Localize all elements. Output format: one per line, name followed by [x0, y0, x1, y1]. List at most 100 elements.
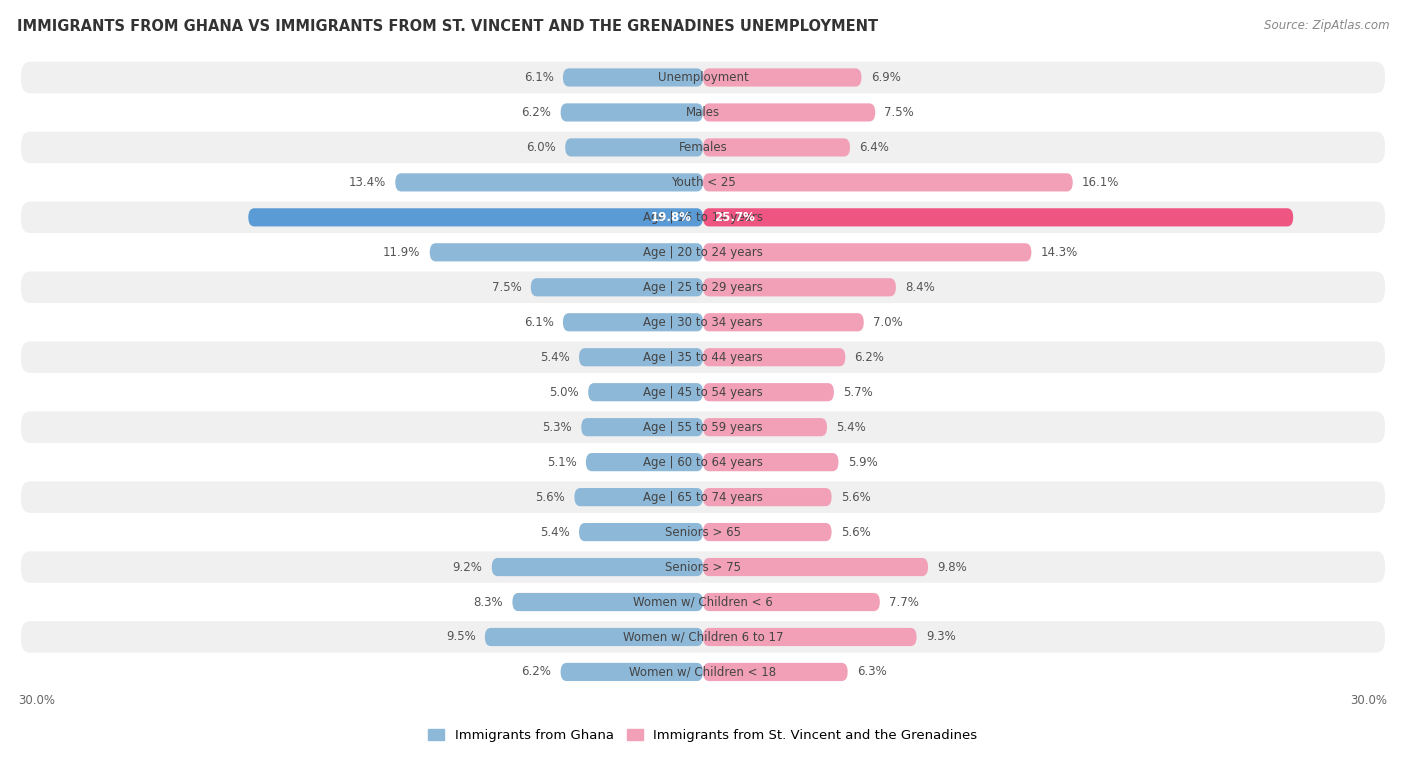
FancyBboxPatch shape [21, 167, 1385, 198]
FancyBboxPatch shape [703, 139, 851, 157]
Text: 30.0%: 30.0% [1350, 693, 1388, 706]
Text: 5.6%: 5.6% [841, 525, 870, 538]
FancyBboxPatch shape [703, 453, 838, 471]
FancyBboxPatch shape [21, 272, 1385, 303]
FancyBboxPatch shape [21, 516, 1385, 548]
Text: Age | 20 to 24 years: Age | 20 to 24 years [643, 246, 763, 259]
Text: 6.2%: 6.2% [522, 106, 551, 119]
FancyBboxPatch shape [561, 104, 703, 122]
FancyBboxPatch shape [703, 68, 862, 86]
FancyBboxPatch shape [21, 132, 1385, 164]
Text: 6.3%: 6.3% [856, 665, 887, 678]
Text: 9.3%: 9.3% [925, 631, 956, 643]
FancyBboxPatch shape [21, 201, 1385, 233]
Text: Males: Males [686, 106, 720, 119]
FancyBboxPatch shape [703, 558, 928, 576]
FancyBboxPatch shape [531, 278, 703, 297]
FancyBboxPatch shape [512, 593, 703, 611]
Text: Age | 25 to 29 years: Age | 25 to 29 years [643, 281, 763, 294]
Text: 5.6%: 5.6% [536, 491, 565, 503]
FancyBboxPatch shape [21, 237, 1385, 268]
Text: Women w/ Children < 18: Women w/ Children < 18 [630, 665, 776, 678]
FancyBboxPatch shape [492, 558, 703, 576]
FancyBboxPatch shape [21, 62, 1385, 93]
FancyBboxPatch shape [579, 523, 703, 541]
Text: 6.0%: 6.0% [526, 141, 555, 154]
Text: 6.1%: 6.1% [524, 71, 554, 84]
Text: 13.4%: 13.4% [349, 176, 387, 189]
FancyBboxPatch shape [703, 278, 896, 297]
Text: Source: ZipAtlas.com: Source: ZipAtlas.com [1264, 19, 1389, 32]
FancyBboxPatch shape [21, 621, 1385, 653]
Text: Age | 60 to 64 years: Age | 60 to 64 years [643, 456, 763, 469]
Text: 5.0%: 5.0% [550, 386, 579, 399]
Text: 5.6%: 5.6% [841, 491, 870, 503]
Text: Age | 30 to 34 years: Age | 30 to 34 years [643, 316, 763, 329]
Text: 5.4%: 5.4% [837, 421, 866, 434]
Text: 6.2%: 6.2% [522, 665, 551, 678]
Text: IMMIGRANTS FROM GHANA VS IMMIGRANTS FROM ST. VINCENT AND THE GRENADINES UNEMPLOY: IMMIGRANTS FROM GHANA VS IMMIGRANTS FROM… [17, 19, 877, 34]
FancyBboxPatch shape [579, 348, 703, 366]
Text: 30.0%: 30.0% [18, 693, 56, 706]
FancyBboxPatch shape [581, 418, 703, 436]
Text: Females: Females [679, 141, 727, 154]
Text: 6.1%: 6.1% [524, 316, 554, 329]
Text: 6.4%: 6.4% [859, 141, 889, 154]
Text: Seniors > 65: Seniors > 65 [665, 525, 741, 538]
Text: 7.0%: 7.0% [873, 316, 903, 329]
Text: 5.7%: 5.7% [844, 386, 873, 399]
FancyBboxPatch shape [703, 208, 1294, 226]
FancyBboxPatch shape [561, 663, 703, 681]
FancyBboxPatch shape [565, 139, 703, 157]
FancyBboxPatch shape [703, 628, 917, 646]
Text: Age | 55 to 59 years: Age | 55 to 59 years [643, 421, 763, 434]
FancyBboxPatch shape [703, 663, 848, 681]
Text: 9.8%: 9.8% [938, 560, 967, 574]
FancyBboxPatch shape [562, 313, 703, 332]
FancyBboxPatch shape [21, 341, 1385, 373]
Text: 9.5%: 9.5% [446, 631, 475, 643]
Text: 5.3%: 5.3% [543, 421, 572, 434]
Text: 9.2%: 9.2% [453, 560, 482, 574]
Text: 5.4%: 5.4% [540, 350, 569, 363]
Text: 8.3%: 8.3% [474, 596, 503, 609]
Text: 5.1%: 5.1% [547, 456, 576, 469]
Text: Youth < 25: Youth < 25 [671, 176, 735, 189]
Text: 6.9%: 6.9% [870, 71, 900, 84]
FancyBboxPatch shape [21, 412, 1385, 443]
FancyBboxPatch shape [703, 243, 1032, 261]
Text: Age | 65 to 74 years: Age | 65 to 74 years [643, 491, 763, 503]
Text: 8.4%: 8.4% [905, 281, 935, 294]
FancyBboxPatch shape [703, 488, 831, 506]
Text: Seniors > 75: Seniors > 75 [665, 560, 741, 574]
FancyBboxPatch shape [575, 488, 703, 506]
Text: Women w/ Children < 6: Women w/ Children < 6 [633, 596, 773, 609]
FancyBboxPatch shape [485, 628, 703, 646]
FancyBboxPatch shape [586, 453, 703, 471]
FancyBboxPatch shape [249, 208, 703, 226]
FancyBboxPatch shape [703, 383, 834, 401]
Text: 5.9%: 5.9% [848, 456, 877, 469]
Text: 7.5%: 7.5% [884, 106, 914, 119]
FancyBboxPatch shape [588, 383, 703, 401]
FancyBboxPatch shape [703, 418, 827, 436]
Text: 5.4%: 5.4% [540, 525, 569, 538]
FancyBboxPatch shape [703, 104, 875, 122]
Text: 7.7%: 7.7% [889, 596, 920, 609]
Text: Age | 35 to 44 years: Age | 35 to 44 years [643, 350, 763, 363]
FancyBboxPatch shape [21, 656, 1385, 687]
FancyBboxPatch shape [703, 348, 845, 366]
Text: 6.2%: 6.2% [855, 350, 884, 363]
FancyBboxPatch shape [21, 307, 1385, 338]
FancyBboxPatch shape [703, 523, 831, 541]
FancyBboxPatch shape [21, 376, 1385, 408]
FancyBboxPatch shape [562, 68, 703, 86]
FancyBboxPatch shape [21, 447, 1385, 478]
FancyBboxPatch shape [21, 551, 1385, 583]
FancyBboxPatch shape [703, 313, 863, 332]
Text: 7.5%: 7.5% [492, 281, 522, 294]
Legend: Immigrants from Ghana, Immigrants from St. Vincent and the Grenadines: Immigrants from Ghana, Immigrants from S… [423, 724, 983, 748]
FancyBboxPatch shape [21, 97, 1385, 128]
FancyBboxPatch shape [703, 593, 880, 611]
Text: Women w/ Children 6 to 17: Women w/ Children 6 to 17 [623, 631, 783, 643]
